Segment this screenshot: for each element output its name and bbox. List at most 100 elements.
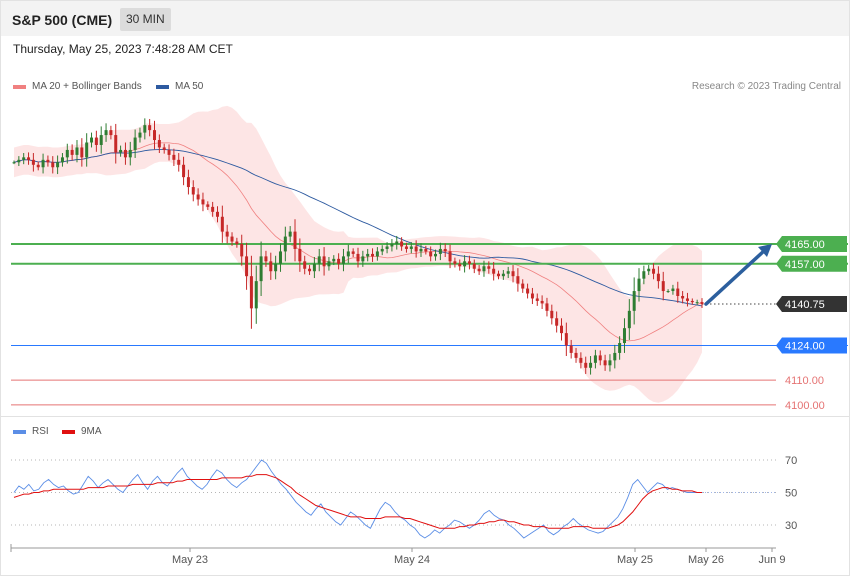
candle-body <box>453 261 457 264</box>
candle-body <box>371 253 375 257</box>
candle-body <box>36 164 40 168</box>
candle-body <box>409 246 413 249</box>
candle-body <box>215 211 219 217</box>
candle-body <box>603 360 607 366</box>
candle-body <box>278 251 282 264</box>
legend-ma20-label: MA 20 + Bollinger Bands <box>32 81 142 92</box>
candle-body <box>366 253 370 257</box>
ma50-line <box>13 149 703 307</box>
candle-body <box>487 266 491 269</box>
candle-body <box>385 246 389 249</box>
candle-body <box>472 263 476 269</box>
candle-body <box>497 273 501 277</box>
ma9-swatch <box>62 429 75 434</box>
candle-body <box>312 263 316 272</box>
candle-body <box>249 276 253 309</box>
forecast-arrow-head <box>758 244 772 257</box>
candle-body <box>283 236 287 252</box>
candle-body <box>220 216 224 232</box>
candle-body <box>482 266 486 272</box>
candle-body <box>545 303 549 311</box>
level-tag-1 <box>776 255 847 272</box>
candle-body <box>463 261 467 267</box>
candle-body <box>652 268 656 274</box>
rsi-tick-50: 50 <box>785 488 797 500</box>
candle-body <box>211 206 215 212</box>
candle-body <box>530 293 534 299</box>
level-tag-2 <box>776 296 847 313</box>
rsi-line <box>13 459 702 539</box>
candle-body <box>60 157 64 163</box>
candle-body <box>404 246 408 249</box>
candle-body <box>448 251 452 262</box>
candle-body <box>133 137 137 150</box>
candle-body <box>419 248 423 252</box>
candle-body <box>555 318 559 326</box>
candle-body <box>356 253 360 262</box>
candle-body <box>337 258 341 264</box>
legend-ma50: MA 50 <box>156 81 203 92</box>
candle-body <box>569 345 573 353</box>
candle-body <box>269 261 273 272</box>
legend-rsi-label: RSI <box>32 426 49 437</box>
candle-body <box>327 261 331 267</box>
candle-body <box>584 362 588 368</box>
candle-body <box>506 271 510 274</box>
x-tick-label: Jun 9 <box>759 554 786 566</box>
ma20-swatch <box>13 84 26 89</box>
candle-body <box>400 241 404 247</box>
legend-ma50-label: MA 50 <box>175 81 204 92</box>
legend-ma20: MA 20 + Bollinger Bands <box>13 81 142 92</box>
instrument-title: S&P 500 (CME) <box>12 12 113 28</box>
candle-body <box>70 149 74 155</box>
level-label-5: 4100.00 <box>785 400 825 412</box>
ma50-swatch <box>156 84 169 89</box>
level-tag-0 <box>776 236 847 252</box>
candle-body <box>138 132 142 138</box>
candle-body <box>99 135 103 145</box>
candle-body <box>172 154 176 160</box>
candle-body <box>186 177 190 188</box>
candle-body <box>225 231 229 237</box>
candle-body <box>240 244 244 257</box>
candle-body <box>559 325 563 334</box>
candle-body <box>671 288 675 292</box>
candle-body <box>119 149 123 153</box>
candle-body <box>109 130 113 136</box>
candle-body <box>632 291 636 311</box>
candle-body <box>511 271 515 277</box>
candle-body <box>618 343 622 353</box>
candle-body <box>361 256 365 262</box>
candle-body <box>540 300 544 304</box>
candle-body <box>695 302 699 304</box>
candle-body <box>535 298 539 301</box>
candle-body <box>17 159 21 163</box>
candle-body <box>685 298 689 301</box>
candle-body <box>424 248 428 252</box>
rsi-tick-70: 70 <box>785 455 797 467</box>
candle-body <box>589 362 593 368</box>
candle-body <box>298 248 302 262</box>
rsi-tick-30: 30 <box>785 520 797 532</box>
candle-body <box>579 357 583 363</box>
candle-body <box>627 310 631 329</box>
candle-body <box>31 159 35 165</box>
candle-body <box>245 256 249 277</box>
candle-body <box>308 268 312 272</box>
candle-body <box>123 149 127 158</box>
candle-body <box>661 281 665 292</box>
candle-body <box>293 231 297 249</box>
candle-body <box>608 360 612 366</box>
legend-9ma-label: 9MA <box>81 426 102 437</box>
candle-body <box>317 256 321 264</box>
candle-body <box>429 251 433 257</box>
candle-body <box>75 147 79 155</box>
candle-body <box>676 288 680 296</box>
candle-body <box>264 256 268 262</box>
candle-body <box>274 263 278 272</box>
candle-body <box>341 256 345 264</box>
candle-body <box>642 271 646 279</box>
timeframe-badge[interactable]: 30 MIN <box>120 8 171 31</box>
candle-body <box>182 164 186 178</box>
legend-9ma: 9MA <box>62 426 102 437</box>
